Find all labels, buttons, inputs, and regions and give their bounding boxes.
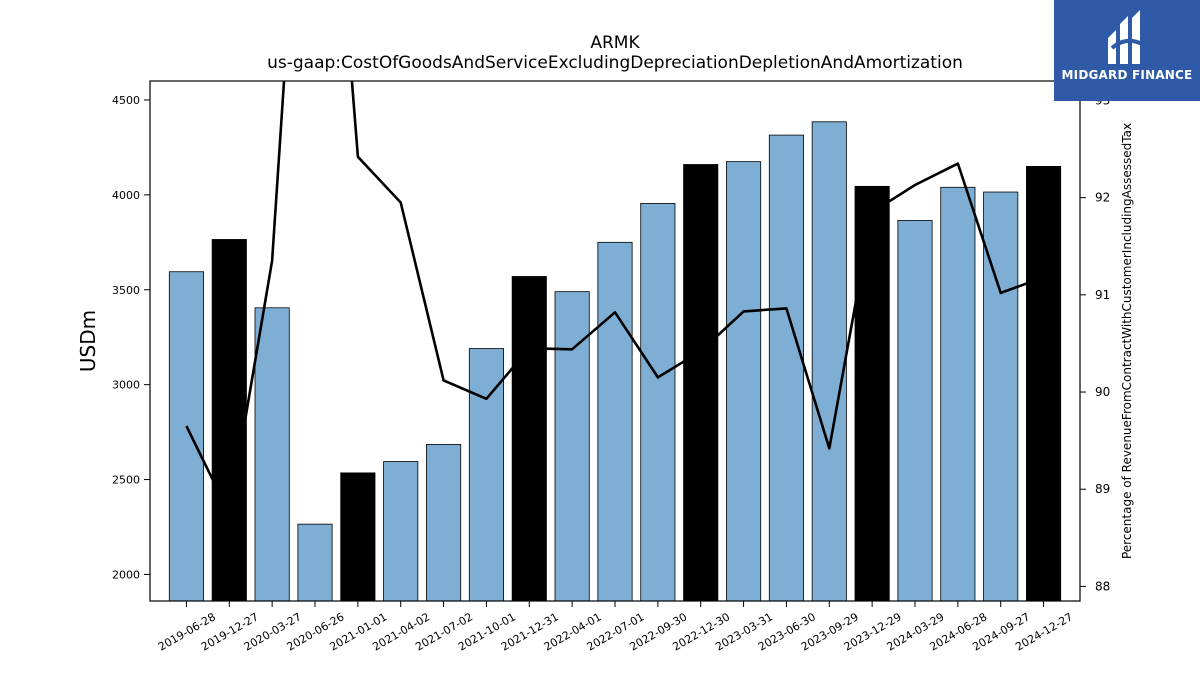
bar-2021-12-31 [511,276,547,602]
bar-2023-12-29 [854,185,890,602]
y-tick-label-4500: 4500 [112,94,140,107]
y-right-tick-label-88: 88 [1095,579,1110,593]
brand-logo: MIDGARD FINANCE [1054,0,1200,101]
bar-2020-06-26 [297,523,333,602]
y-axis-right-label: Percentage of RevenueFromContractWithCus… [1120,123,1134,559]
bar-2020-03-27 [254,307,290,602]
bar-2021-01-01 [340,472,376,602]
bar-2022-07-01 [597,241,633,602]
midgard-logo-icon [1108,10,1143,64]
line-layer [185,81,1045,515]
bar-2021-10-01 [468,348,504,602]
bar-2019-12-27 [211,239,247,602]
y-tick-label-2000: 2000 [112,568,140,581]
y-right-tick-label-89: 89 [1095,482,1110,496]
bar-2024-03-29 [897,220,933,602]
chart-title: ARMK [590,33,640,53]
chart-subtitle: us-gaap:CostOfGoodsAndServiceExcludingDe… [267,53,963,73]
bar-2024-06-28 [940,186,976,602]
bar-2021-04-02 [383,461,419,602]
bar-2019-06-28 [168,271,204,602]
x-axis: 2019-06-282019-12-272020-03-272020-06-26… [156,601,1075,654]
brand-name: MIDGARD FINANCE [1061,68,1193,82]
y-right-tick-label-91: 91 [1095,288,1110,302]
y-tick-label-4000: 4000 [112,189,140,202]
bar-2021-07-02 [426,444,462,602]
bar-2022-12-30 [683,164,719,602]
bar-2024-12-27 [1026,166,1062,602]
bar-2023-03-31 [726,161,762,602]
bar-2022-04-01 [554,291,590,602]
bar-2022-09-30 [640,203,676,602]
bars-layer [168,121,1062,602]
line-series-percentage [185,81,1045,515]
y-tick-label-3500: 3500 [112,284,140,297]
bar-2023-06-30 [768,134,804,602]
y-axis-label: USDm [76,310,100,372]
y-right-tick-label-92: 92 [1095,191,1110,205]
y-axis-right: 888990919293 [1080,93,1110,593]
bar-2023-09-29 [811,121,847,602]
y-tick-label-3000: 3000 [112,379,140,392]
y-axis-left: 2000 2500 3000 3500 4000 4500 [112,94,150,581]
y-tick-label-2500: 2500 [112,474,140,487]
y-right-tick-label-90: 90 [1095,385,1110,399]
